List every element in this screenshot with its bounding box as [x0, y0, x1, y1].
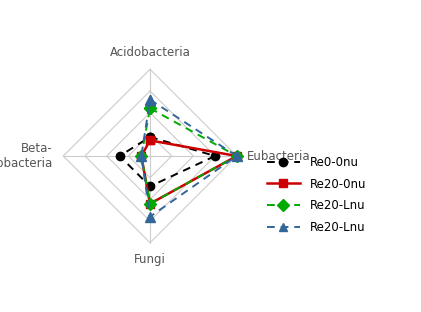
Text: Eubacteria: Eubacteria	[247, 149, 311, 163]
Text: Beta-
proteobacteria: Beta- proteobacteria	[0, 142, 53, 170]
Text: Fungi: Fungi	[134, 253, 166, 266]
Legend: Re0-0nu, Re20-0nu, Re20-Lnu, Re20-Lnu: Re0-0nu, Re20-0nu, Re20-Lnu, Re20-Lnu	[267, 156, 366, 234]
Text: Acidobacteria: Acidobacteria	[109, 46, 190, 59]
